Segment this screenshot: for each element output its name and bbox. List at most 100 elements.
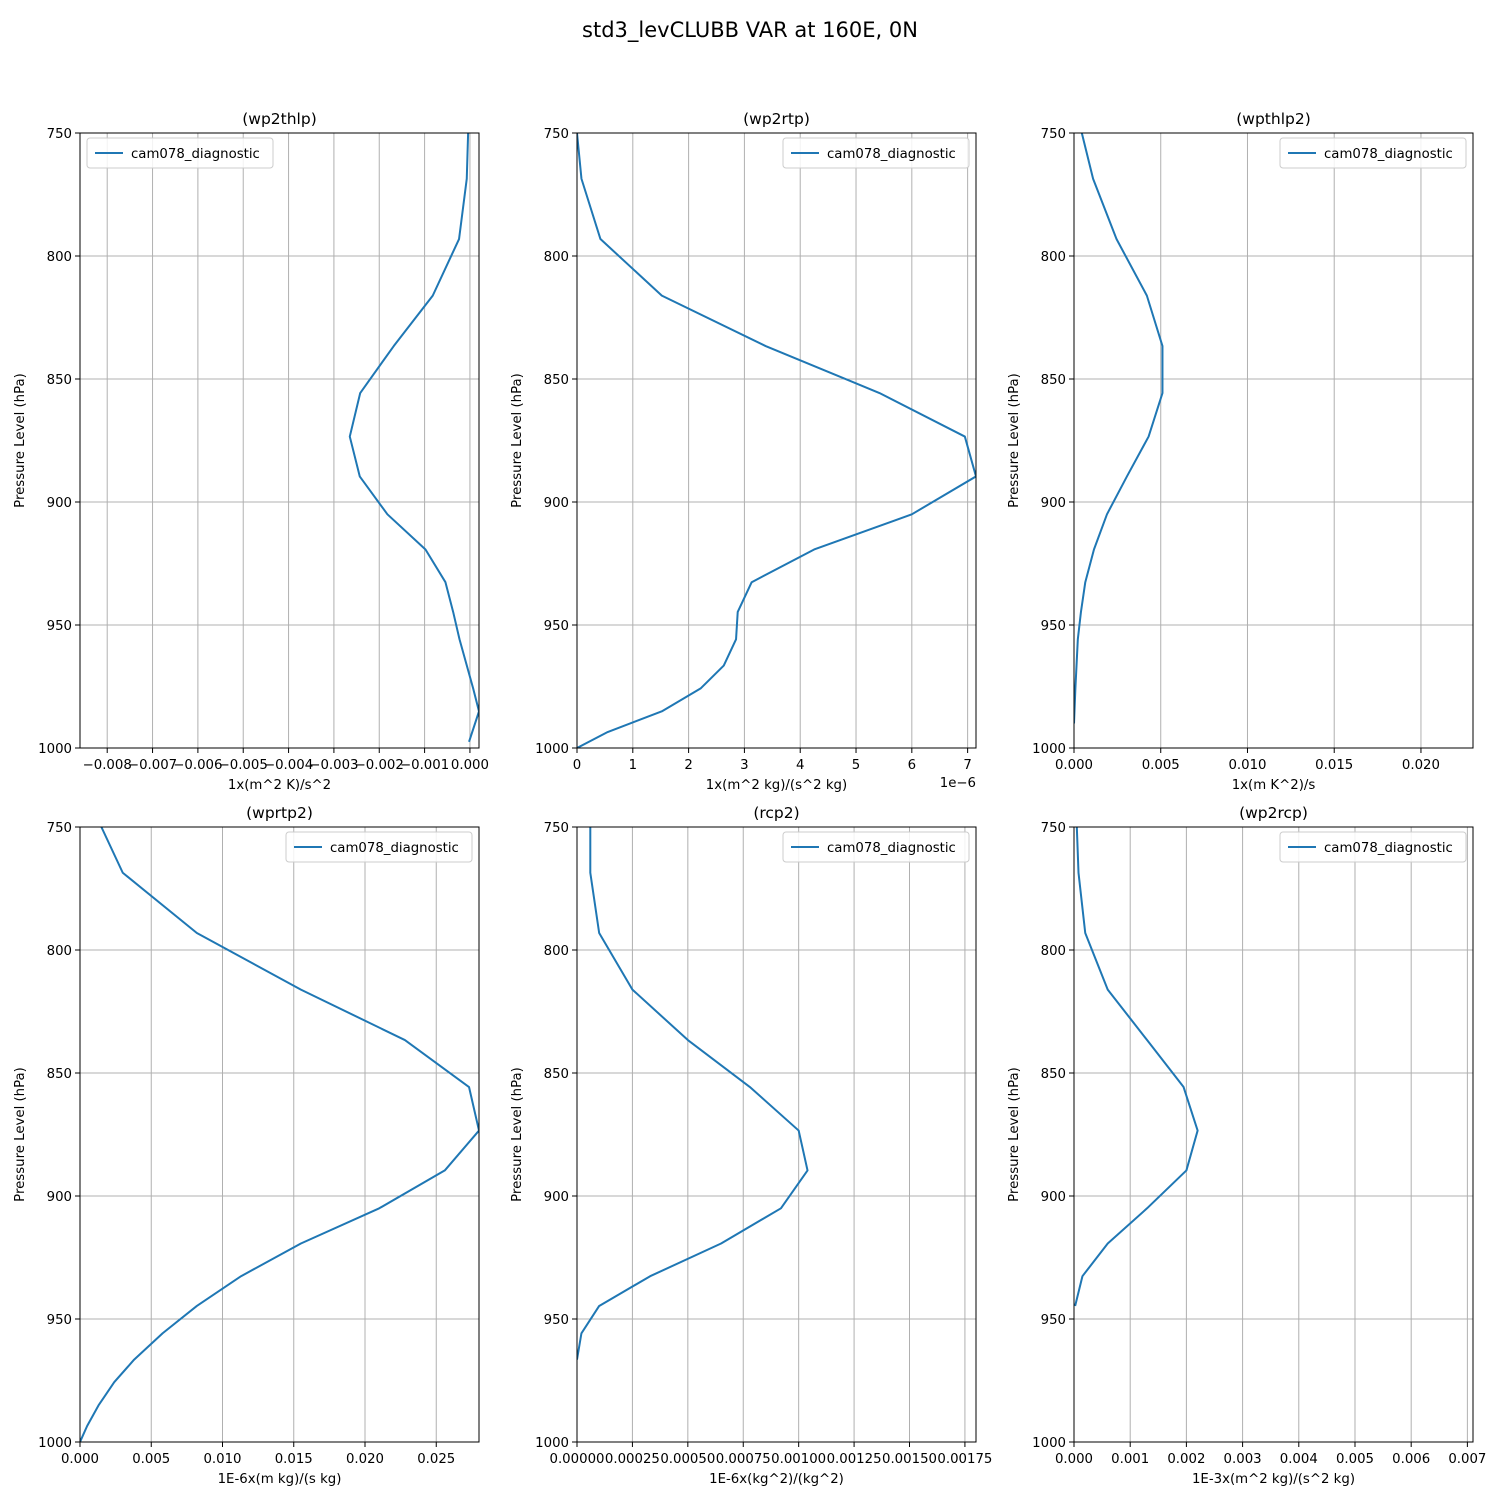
x-tick-label: 0.025 (417, 1452, 455, 1467)
legend: cam078_diagnostic (1279, 831, 1467, 863)
y-tick-label: 900 (47, 496, 72, 511)
legend-label: cam078_diagnostic (827, 147, 956, 162)
series-line-1 (577, 827, 809, 1360)
legend-box (1279, 137, 1467, 169)
x-tick-label: 0.002 (1167, 1452, 1205, 1467)
x-tick-label: 0 (573, 758, 581, 773)
y-tick-label: 850 (544, 1067, 569, 1082)
x-tick-label: 2 (684, 758, 692, 773)
x-tick-label: 5 (852, 758, 860, 773)
y-tick-label: 800 (47, 250, 72, 265)
y-tick-label: 950 (47, 619, 72, 634)
legend-label: cam078_diagnostic (827, 841, 956, 856)
x-tick-label: 0.00050 (660, 1452, 715, 1467)
x-tick-label: 0.00175 (937, 1452, 992, 1467)
y-tick-label: 950 (544, 1313, 569, 1328)
subplot-6: 0.000 0.001 0.002 0.003 0.004 0.005 0.006 0.007… (1007, 804, 1486, 1487)
x-tick-label: 0.005 (1336, 1452, 1374, 1467)
x-axis-label: 1E-3x(m^2 kg)/(s^2 kg) (1192, 1472, 1355, 1487)
y-tick-label: 900 (544, 496, 569, 511)
y-axis-label: Pressure Level (hPa) (1007, 373, 1022, 508)
x-tick-label: −0.001 (400, 758, 449, 773)
series-line-1 (348, 133, 479, 743)
y-tick-label: 1000 (38, 742, 72, 757)
x-tick-label: −0.008 (83, 758, 132, 773)
axes-frame (576, 826, 977, 1443)
subplot-title: (rcp2) (753, 804, 799, 822)
legend-label: cam078_diagnostic (1324, 841, 1453, 856)
x-tick-label: 0.005 (1142, 758, 1180, 773)
x-tick-label: 0.015 (1315, 758, 1353, 773)
y-tick-label: 750 (1041, 821, 1066, 836)
y-axis-label: Pressure Level (hPa) (510, 1067, 525, 1202)
legend-box (1279, 831, 1467, 863)
subplot-title: (wprtp2) (246, 804, 313, 822)
y-tick-label: 900 (1041, 1190, 1066, 1205)
y-axis-label: Pressure Level (hPa) (1007, 1067, 1022, 1202)
subplot-3: 0.000 0.005 0.010 0.015 0.020 750 800 850 900 950… (1007, 110, 1474, 793)
x-tick-label: 0.007 (1448, 1452, 1486, 1467)
x-tick-label: −0.002 (355, 758, 404, 773)
x-tick-label: 0.001 (1111, 1452, 1149, 1467)
subplot-title: (wpthlp2) (1236, 110, 1311, 128)
y-tick-label: 850 (47, 373, 72, 388)
y-axis-label: Pressure Level (hPa) (13, 373, 28, 508)
x-tick-label: 0.000 (1055, 1452, 1093, 1467)
y-tick-label: 900 (1041, 496, 1066, 511)
x-tick-label: 0.00075 (716, 1452, 771, 1467)
legend-box (782, 831, 970, 863)
x-tick-label: 0.00025 (605, 1452, 660, 1467)
x-tick-label: 0.00150 (882, 1452, 937, 1467)
x-tick-label: 0.00100 (771, 1452, 826, 1467)
legend-label: cam078_diagnostic (330, 841, 459, 856)
legend-label: cam078_diagnostic (131, 147, 260, 162)
subplot-title: (wp2rcp) (1239, 804, 1308, 822)
x-axis-label: 1x(m^2 kg)/(s^2 kg) (706, 778, 847, 793)
y-tick-label: 800 (1041, 250, 1066, 265)
x-tick-label: 0.015 (275, 1452, 313, 1467)
y-tick-label: 950 (47, 1313, 72, 1328)
subplot-2: 0 1 2 3 4 5 6 7 750 800 850 900 950 1000 1x(m^2 kg)/(s… (510, 110, 977, 793)
x-tick-label: −0.006 (173, 758, 222, 773)
axes-frame (576, 132, 977, 749)
x-tick-label: −0.003 (309, 758, 358, 773)
axes-frame (79, 132, 480, 749)
axes-frame (1073, 826, 1474, 1443)
x-tick-label: 0.000 (61, 1452, 99, 1467)
x-tick-label: 0.010 (1228, 758, 1266, 773)
y-tick-label: 800 (544, 944, 569, 959)
y-tick-label: 1000 (535, 742, 569, 757)
legend: cam078_diagnostic (782, 137, 970, 169)
y-tick-label: 850 (1041, 373, 1066, 388)
x-tick-label: 6 (908, 758, 916, 773)
legend-box (86, 137, 274, 169)
x-offset-text: 1e−6 (940, 776, 976, 791)
legend-box (782, 137, 970, 169)
axes-frame (79, 826, 480, 1443)
y-tick-label: 1000 (1032, 1436, 1066, 1451)
x-tick-label: 0.00000 (550, 1452, 605, 1467)
x-tick-label: 0.010 (203, 1452, 241, 1467)
y-tick-label: 900 (544, 1190, 569, 1205)
y-tick-label: 950 (1041, 1313, 1066, 1328)
x-tick-label: −0.005 (219, 758, 268, 773)
legend: cam078_diagnostic (782, 831, 970, 863)
y-tick-label: 1000 (38, 1436, 72, 1451)
axes-frame (1073, 132, 1474, 749)
y-tick-label: 800 (544, 250, 569, 265)
x-axis-label: 1E-6x(kg^2)/(kg^2) (709, 1472, 844, 1487)
x-tick-label: 0.005 (132, 1452, 170, 1467)
subplot-title: (wp2thlp) (242, 110, 317, 128)
x-tick-label: 4 (796, 758, 804, 773)
x-tick-label: 0.020 (1402, 758, 1440, 773)
y-tick-label: 800 (47, 944, 72, 959)
legend-label: cam078_diagnostic (1324, 147, 1453, 162)
x-tick-label: 1 (629, 758, 637, 773)
figure-title: std3_levCLUBB VAR at 160E, 0N (582, 18, 918, 43)
y-tick-label: 750 (47, 127, 72, 142)
series-line-1 (1074, 827, 1199, 1307)
y-tick-label: 850 (544, 373, 569, 388)
y-tick-label: 850 (1041, 1067, 1066, 1082)
y-tick-label: 750 (1041, 127, 1066, 142)
